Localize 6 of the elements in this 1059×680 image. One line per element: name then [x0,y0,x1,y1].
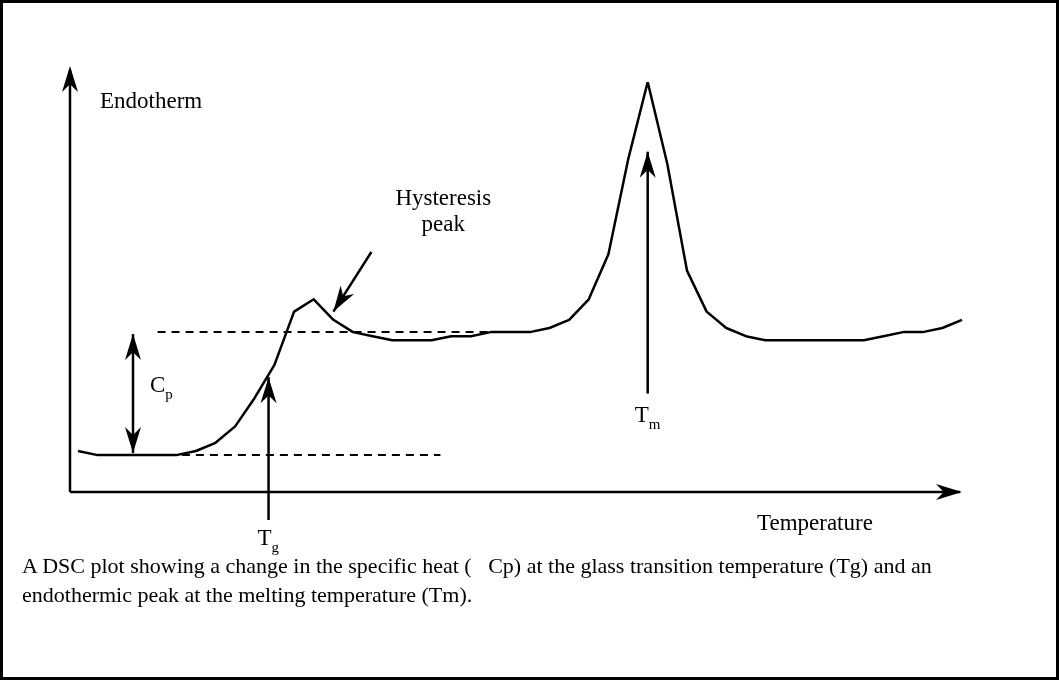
y-axis-title: Endotherm [100,88,203,115]
text: T$_{g}$ [257,525,280,555]
x-axis-title: Temperature [757,510,873,537]
annotation: Hysteresis peak [395,185,492,238]
annotation: T$_{m}$ [634,401,661,434]
annotation: C$_{p}$ [150,372,173,404]
